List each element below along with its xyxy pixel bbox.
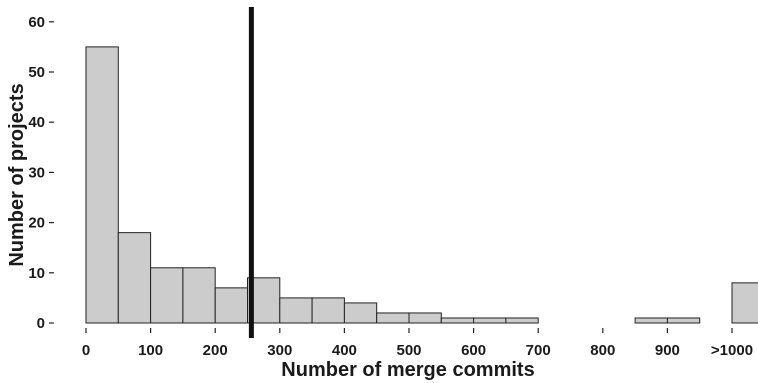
bars-group: [85, 46, 758, 324]
histogram-bar: [214, 287, 248, 324]
x-tick-label: 800: [590, 342, 615, 359]
x-tick-label: 900: [655, 342, 680, 359]
histogram-bar: [634, 317, 668, 324]
x-tick-label: 400: [332, 342, 357, 359]
y-tick-label: 0: [37, 315, 45, 332]
x-tick-label: 200: [203, 342, 228, 359]
histogram-bar: [731, 282, 758, 324]
x-tick-label: 0: [82, 342, 90, 359]
x-tick-label: 700: [526, 342, 551, 359]
x-tick-label: 100: [138, 342, 163, 359]
x-tick-label: >1000: [711, 342, 753, 359]
y-tick-label: 30: [28, 164, 45, 181]
x-tick-label: 500: [396, 342, 421, 359]
histogram-bar: [505, 317, 539, 324]
histogram-bar: [117, 232, 152, 324]
histogram-bar: [85, 46, 119, 324]
histogram-bar: [182, 267, 216, 324]
y-tick-label: 50: [28, 64, 45, 81]
x-axis: 0 100 200 300 400 500 600 700 800 900 >1000: [82, 328, 753, 359]
y-tick-label: 60: [28, 14, 45, 31]
x-tick-label: 600: [461, 342, 486, 359]
histogram-bar: [150, 267, 184, 324]
histogram-bar: [376, 312, 410, 324]
x-tick-label: 300: [267, 342, 292, 359]
y-axis: 0 10 20 30 40 50 60: [28, 14, 54, 332]
histogram-bar: [440, 317, 475, 324]
x-axis-title: Number of merge commits: [281, 359, 534, 381]
histogram-bar: [279, 297, 313, 324]
y-tick-label: 10: [28, 265, 45, 282]
y-tick-label: 40: [28, 114, 45, 131]
histogram-bar: [343, 302, 378, 324]
histogram-bar: [311, 297, 345, 324]
histogram-bar: [408, 312, 442, 324]
histogram-bar: [666, 317, 701, 324]
y-tick-label: 20: [28, 215, 45, 232]
y-axis-title: Number of projects: [6, 83, 28, 266]
histogram-bar: [473, 317, 507, 324]
